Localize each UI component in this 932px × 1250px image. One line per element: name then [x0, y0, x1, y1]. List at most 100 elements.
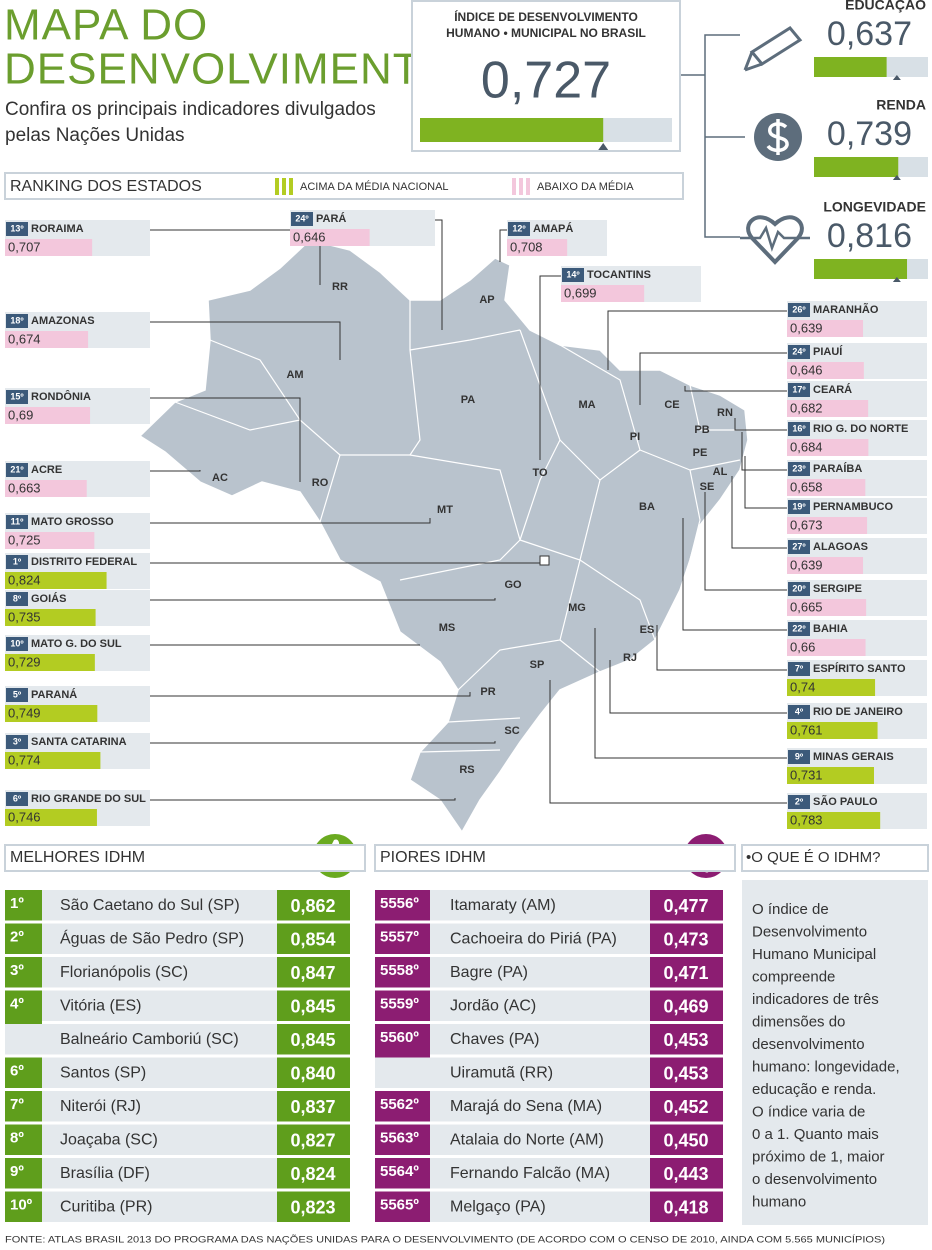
- state-value: 0,761: [790, 722, 823, 737]
- leader-line: [704, 492, 787, 591]
- state-bar: [5, 809, 97, 826]
- rank-tag: [562, 268, 584, 282]
- table-rank: 5563º: [380, 1129, 419, 1146]
- state-value: 0,731: [790, 767, 823, 782]
- state-bar: [5, 407, 91, 424]
- leader-lines: [150, 219, 787, 804]
- map-label: TO: [532, 467, 548, 479]
- value-cell: [277, 1024, 350, 1055]
- table-name: Atalaia do Norte (AM): [450, 1132, 604, 1149]
- info-line: Humano Municipal: [752, 946, 876, 963]
- value-cell: [650, 1158, 723, 1189]
- state-bar: [5, 532, 95, 549]
- rank-tag: [6, 390, 28, 404]
- component-name: EDUCAÇÃO: [845, 0, 926, 13]
- state-value: 0,658: [790, 479, 823, 494]
- info-box: [742, 880, 928, 1225]
- map-label: MT: [437, 504, 453, 516]
- table-name: Santos (SP): [60, 1065, 146, 1082]
- table-value: 0,477: [663, 896, 708, 916]
- state-name: BAHIA: [813, 623, 848, 635]
- state-bar: [787, 599, 867, 616]
- leader-line: [549, 680, 787, 804]
- state-value: 0,725: [8, 532, 41, 547]
- state-bar: [787, 557, 864, 574]
- rank-tag: [6, 735, 28, 749]
- state-rank: 24º: [792, 346, 806, 356]
- info-line: dimensões do: [752, 1013, 845, 1030]
- map-label: SP: [530, 659, 545, 671]
- rank-cell: [375, 1124, 430, 1155]
- connectors: [680, 34, 745, 238]
- state-name: RONDÔNIA: [31, 390, 91, 403]
- info-line: O índice varia de: [752, 1103, 865, 1120]
- map-label: BA: [639, 501, 655, 513]
- state-rank: 2º: [795, 796, 804, 806]
- rank-tag: [788, 303, 810, 317]
- state-bar: [5, 480, 87, 497]
- table-value: 0,452: [663, 1097, 708, 1117]
- national-reference: [892, 175, 901, 180]
- state-rank: 5º: [13, 689, 22, 699]
- rank-tag: [788, 422, 810, 436]
- leader-line: [594, 628, 787, 759]
- state-name: SANTA CATARINA: [31, 736, 127, 748]
- info-line: humano: [752, 1193, 806, 1210]
- rank-tag: [788, 383, 810, 397]
- table-name: Cachoeira do Piriá (PA): [450, 931, 617, 948]
- leader-line: [150, 518, 431, 524]
- table-name: Balneário Camboriú (SC): [60, 1031, 239, 1048]
- state-value: 0,783: [790, 812, 823, 827]
- legend-label: ACIMA DA MÉDIA NACIONAL: [300, 180, 449, 193]
- state-bar: [5, 752, 101, 769]
- map-label: RR: [332, 281, 348, 293]
- state-name: ALAGOAS: [813, 541, 868, 553]
- rank-tag: [788, 662, 810, 676]
- legend-swatch: [512, 178, 516, 195]
- state-rank: 20º: [792, 583, 806, 593]
- state-bar: [787, 722, 878, 739]
- value-cell: [277, 990, 350, 1021]
- state-name: PIAUÍ: [813, 345, 843, 358]
- rank-tag: [6, 314, 28, 328]
- table-value: 0,450: [663, 1130, 708, 1150]
- table-value: 0,862: [290, 896, 335, 916]
- table-name: Águas de São Pedro (SP): [60, 929, 244, 948]
- map-label: MA: [578, 399, 595, 411]
- state-bar: [5, 331, 89, 348]
- rank-cell: [5, 1191, 42, 1222]
- value-cell: [277, 1158, 350, 1189]
- rank-tag: [788, 705, 810, 719]
- ranking-header: [4, 172, 684, 200]
- table-value: 0,827: [290, 1130, 335, 1150]
- state-bar: [787, 812, 881, 829]
- rank-tag: [6, 637, 28, 651]
- table-value: 0,847: [290, 963, 335, 983]
- state-name: MARANHÃO: [813, 303, 879, 316]
- rank-tag: [6, 592, 28, 606]
- state-value: 0,684: [790, 439, 823, 454]
- table-name: Melgaço (PA): [450, 1199, 546, 1216]
- map-label: MG: [568, 602, 586, 614]
- table-value: 0,824: [290, 1164, 335, 1184]
- longevity-icon: [740, 215, 810, 265]
- value-cell: [277, 1124, 350, 1155]
- subtitle: pelas Nações Unidas: [5, 125, 185, 146]
- value-cell: [650, 1057, 723, 1088]
- state-rank: 8º: [13, 593, 22, 603]
- state-bar: [787, 679, 876, 696]
- value-cell: [650, 990, 723, 1021]
- rank-cell: [5, 1158, 42, 1189]
- map-label: SC: [504, 725, 519, 737]
- map-label: RN: [717, 407, 733, 419]
- table-rank: 5560º: [380, 1029, 419, 1046]
- map-label: AM: [286, 369, 303, 381]
- rank-tag: [788, 795, 810, 809]
- national-bar: [420, 118, 604, 142]
- state-rank: 17º: [792, 384, 806, 394]
- state-value: 0,646: [293, 229, 326, 244]
- table-value: 0,471: [663, 963, 708, 983]
- state-value: 0,639: [790, 557, 823, 572]
- rank-cell: [5, 1091, 42, 1122]
